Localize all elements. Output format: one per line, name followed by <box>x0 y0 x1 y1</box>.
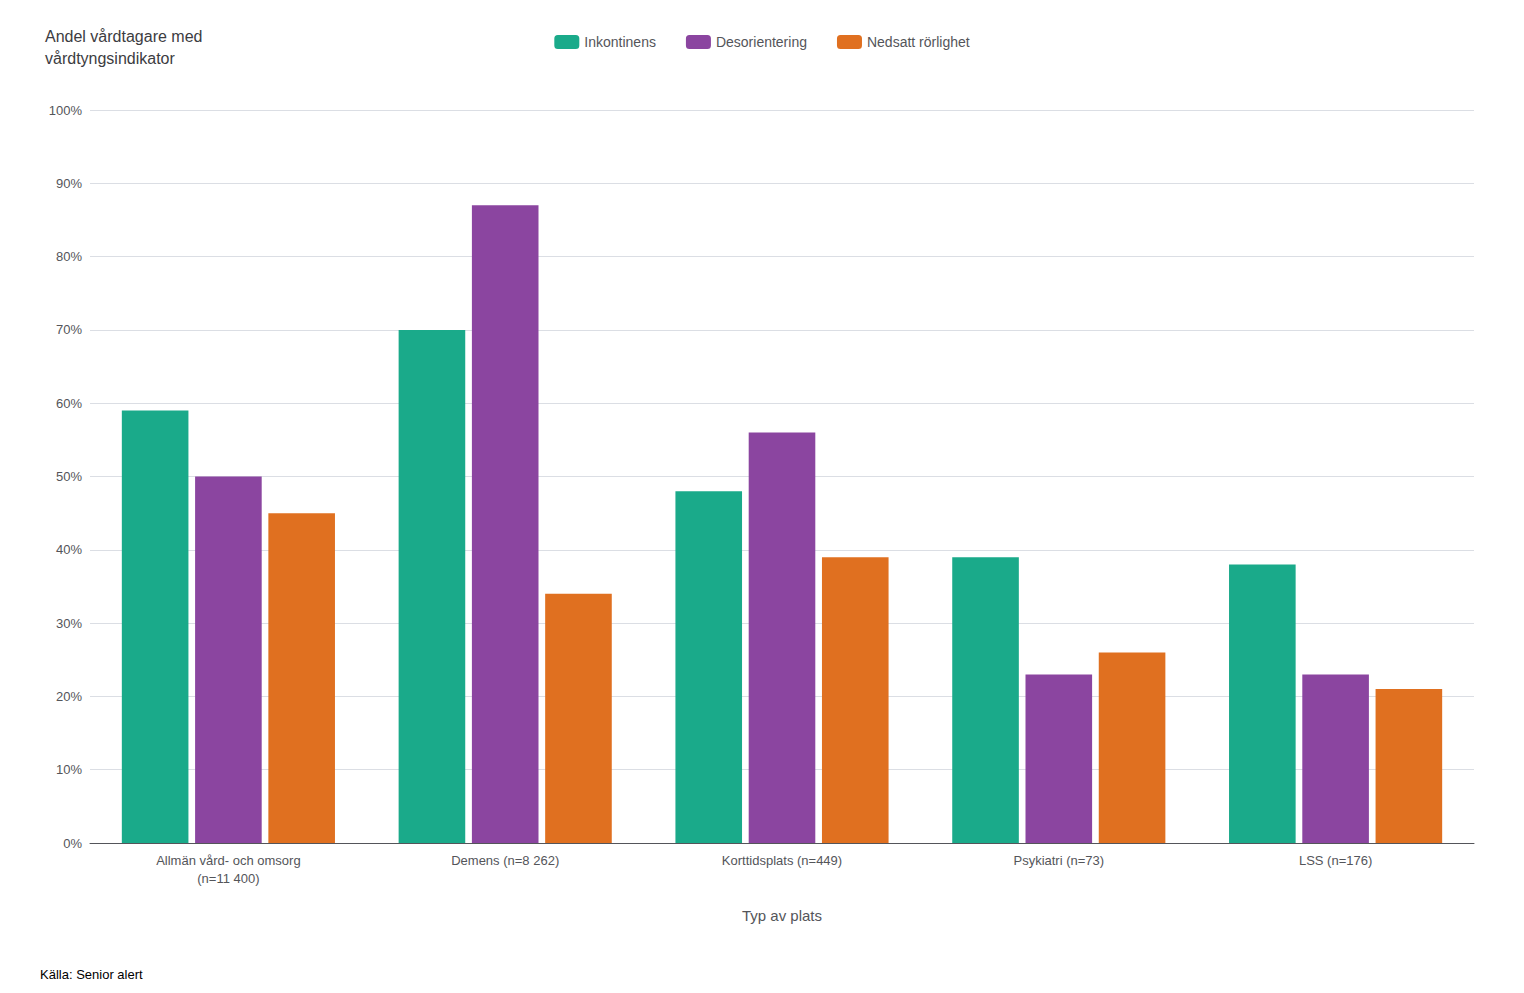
svg-text:Psykiatri (n=73): Psykiatri (n=73) <box>1013 853 1104 868</box>
svg-text:60%: 60% <box>56 396 82 411</box>
svg-text:Allmän vård- och omsorg: Allmän vård- och omsorg <box>156 853 301 868</box>
svg-text:Källa: Senior alert: Källa: Senior alert <box>40 967 143 982</box>
svg-text:50%: 50% <box>56 469 82 484</box>
svg-text:Desorientering: Desorientering <box>716 34 807 50</box>
svg-text:Andel vårdtagare med: Andel vårdtagare med <box>45 28 202 45</box>
svg-text:LSS (n=176): LSS (n=176) <box>1299 853 1372 868</box>
svg-text:40%: 40% <box>56 542 82 557</box>
svg-text:80%: 80% <box>56 249 82 264</box>
svg-text:100%: 100% <box>49 103 83 118</box>
svg-text:90%: 90% <box>56 176 82 191</box>
svg-text:10%: 10% <box>56 762 82 777</box>
svg-text:Typ av plats: Typ av plats <box>742 907 822 924</box>
svg-text:vårdtyngsindikator: vårdtyngsindikator <box>45 50 176 67</box>
svg-text:0%: 0% <box>63 836 82 851</box>
svg-text:Korttidsplats (n=449): Korttidsplats (n=449) <box>722 853 842 868</box>
svg-text:(n=11 400): (n=11 400) <box>197 871 259 886</box>
svg-text:Nedsatt rörlighet: Nedsatt rörlighet <box>867 34 970 50</box>
svg-text:30%: 30% <box>56 616 82 631</box>
svg-text:70%: 70% <box>56 322 82 337</box>
svg-text:Inkontinens: Inkontinens <box>584 34 656 50</box>
svg-text:Demens (n=8 262): Demens (n=8 262) <box>451 853 559 868</box>
svg-text:20%: 20% <box>56 689 82 704</box>
